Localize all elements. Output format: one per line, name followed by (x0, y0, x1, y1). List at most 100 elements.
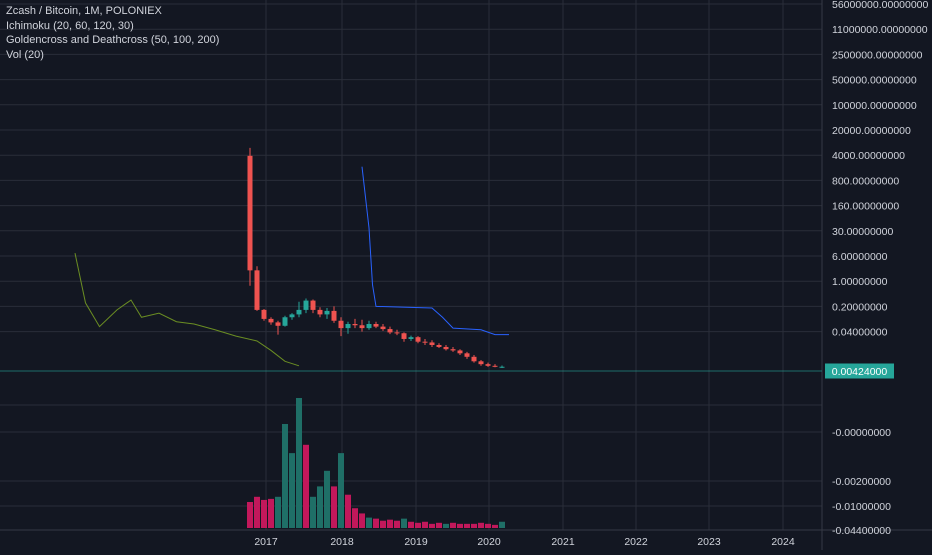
volume-bar (408, 521, 414, 528)
candle (296, 301, 302, 318)
volume-bar (282, 424, 288, 528)
price-tick-label: 800.00000000 (832, 175, 899, 187)
candle-body (261, 309, 267, 319)
price-tick-label: 30.00000000 (832, 226, 893, 238)
ichimoku-line (74, 253, 300, 367)
candle (492, 364, 498, 368)
candle (380, 323, 386, 331)
volume-bar (450, 522, 456, 528)
candle (268, 317, 274, 325)
candle-body (408, 337, 414, 339)
volume-axis[interactable]: -0.00000000 -0.00200000 -0.01000000 -0.0440… (832, 427, 891, 537)
volume-bar (310, 496, 316, 528)
price-tick-label: 0.20000000 (832, 301, 888, 313)
candle (275, 320, 281, 335)
candle (471, 354, 477, 363)
volume-bar (499, 521, 505, 528)
volume-bar (471, 523, 477, 528)
candle-body (345, 323, 351, 329)
candle-body (352, 323, 358, 326)
volume-bar (366, 517, 372, 528)
time-tick-label: 2023 (697, 536, 721, 548)
price-tick-label: 0.04000000 (832, 327, 888, 339)
volume-bar (380, 520, 386, 528)
candle-body (429, 342, 435, 345)
cross-layer (361, 166, 509, 336)
volume-bar (394, 520, 400, 528)
price-tick-label: 6.00000000 (832, 251, 888, 263)
candle-body (289, 314, 295, 318)
candle (366, 320, 372, 330)
legend-symbol[interactable]: Zcash / Bitcoin, 1M, POLONIEX (6, 5, 162, 17)
price-tick-label: 160.00000000 (832, 201, 899, 213)
time-tick-label: 2021 (551, 536, 575, 548)
candle (324, 308, 330, 319)
candle (289, 313, 295, 320)
moving-average-line (361, 166, 509, 336)
legend-crosses[interactable]: Goldencross and Deathcross (50, 100, 200… (6, 34, 220, 46)
candle-body (338, 320, 344, 329)
volume-bar (492, 524, 498, 528)
candle (282, 315, 288, 327)
candle-body (247, 155, 253, 271)
volume-bar (422, 521, 428, 528)
last-price-layer: 0.00424000 (0, 363, 894, 379)
candle (450, 346, 456, 352)
candle-body (478, 361, 484, 365)
price-tick-label: 20000.00000000 (832, 125, 911, 137)
candle (415, 336, 421, 344)
volume-bar (317, 486, 323, 528)
candle-body (324, 310, 330, 315)
price-axis[interactable]: 56000000.00000000 11000000.00000000 250000… (832, 0, 929, 339)
price-tick-label: 100000.00000000 (832, 100, 917, 112)
volume-bar (485, 523, 491, 528)
candle-body (317, 309, 323, 315)
candle-body (450, 349, 456, 351)
candle (345, 321, 351, 334)
legend-volume[interactable]: Vol (20) (6, 48, 44, 61)
volume-bar (261, 499, 267, 528)
candle (261, 308, 267, 321)
volume-bar (275, 496, 281, 528)
price-tick-label: 4000.00000000 (832, 150, 905, 162)
candle (352, 318, 358, 329)
candle (331, 306, 337, 323)
volume-bar (387, 519, 393, 528)
candle-body (359, 325, 365, 329)
candle-body (282, 317, 288, 326)
candle-body (366, 323, 372, 329)
volume-bar (296, 398, 302, 528)
legend-ichimoku[interactable]: Ichimoku (20, 60, 120, 30) (6, 19, 134, 32)
price-tick-label: 2500000.00000000 (832, 49, 923, 61)
candle-body (436, 344, 442, 347)
time-axis[interactable]: 2017 2018 2019 2020 2021 2022 2023 2024 (254, 536, 795, 548)
candle-body (380, 326, 386, 330)
time-tick-label: 2018 (330, 536, 354, 548)
candle (394, 329, 400, 336)
candle (485, 362, 491, 367)
candle (387, 326, 393, 335)
volume-tick-label: -0.00000000 (832, 427, 891, 439)
volume-bar (401, 518, 407, 528)
volume-bar (478, 522, 484, 528)
volume-bar (345, 494, 351, 528)
candle-body (387, 329, 393, 333)
volume-bar (289, 453, 295, 528)
candle (408, 335, 414, 341)
volume-tick-label: -0.04400000 (832, 525, 891, 537)
candle (338, 317, 344, 337)
candle-body (310, 300, 316, 310)
time-tick-label: 2017 (254, 536, 278, 548)
volume-tick-label: -0.00200000 (832, 476, 891, 488)
volume-bar (338, 453, 344, 528)
time-tick-label: 2024 (771, 536, 795, 548)
volume-bar (373, 518, 379, 528)
price-tick-label: 1.00000000 (832, 276, 888, 288)
candle (457, 349, 463, 355)
time-tick-label: 2019 (404, 536, 428, 548)
candle (464, 351, 470, 359)
candle-body (471, 356, 477, 362)
